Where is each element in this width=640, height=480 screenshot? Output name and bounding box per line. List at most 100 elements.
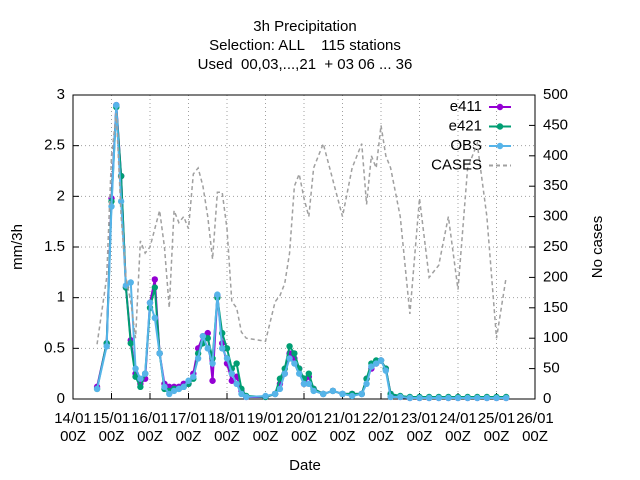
data-point — [190, 373, 197, 380]
y2-tick-label: 450 — [543, 116, 568, 133]
data-point — [137, 375, 144, 382]
data-point — [175, 385, 183, 393]
y-tick-label: 0 — [57, 390, 65, 407]
x-tick-label: 20/01 00Z — [285, 410, 323, 445]
data-point — [372, 360, 380, 367]
legend-marker — [496, 123, 504, 130]
data-point — [199, 332, 207, 340]
data-point — [223, 345, 231, 352]
data-point — [276, 385, 284, 393]
series-line — [96, 113, 507, 345]
data-point — [180, 383, 187, 391]
y2-tick-label: 50 — [543, 360, 560, 377]
data-point — [161, 383, 168, 391]
x-tick-label: 25/01 00Z — [477, 410, 516, 445]
data-point — [209, 377, 216, 384]
x-tick-label: 15/01 00Z — [92, 410, 131, 445]
data-point — [445, 394, 452, 402]
data-point — [233, 360, 240, 367]
data-point — [425, 394, 433, 402]
data-point — [339, 390, 346, 398]
data-point — [276, 375, 284, 382]
data-point — [281, 370, 288, 377]
data-point — [271, 390, 279, 398]
y-tick-label: 3 — [57, 86, 65, 103]
data-point — [204, 345, 211, 352]
data-point — [329, 387, 337, 395]
x-tick-label: 26/01 00Z — [516, 410, 554, 445]
data-point — [406, 394, 414, 402]
data-point — [127, 340, 134, 347]
data-point — [151, 284, 159, 291]
data-point — [156, 350, 163, 357]
data-point — [223, 355, 231, 362]
y2-tick-label: 400 — [543, 147, 568, 164]
data-point — [243, 393, 250, 401]
chart-title: 3h Precipitation — [253, 18, 356, 35]
x-tick-label: 22/01 00Z — [362, 410, 400, 445]
y-tick-label: 0.5 — [44, 339, 65, 356]
x-tick-label: 23/01 00Z — [400, 410, 439, 445]
data-point — [435, 394, 442, 402]
legend-label: e421 — [449, 117, 482, 134]
data-point — [228, 370, 236, 377]
data-point — [320, 390, 327, 398]
data-point — [358, 390, 365, 398]
data-point — [363, 380, 370, 387]
y2-tick-label: 100 — [543, 329, 568, 346]
data-point — [117, 198, 125, 205]
data-point — [483, 394, 491, 402]
data-point — [310, 387, 317, 395]
y-tick-label: 1.5 — [44, 238, 65, 255]
data-point — [141, 370, 149, 377]
data-point — [387, 393, 394, 401]
data-point — [474, 394, 481, 402]
data-point — [262, 392, 269, 400]
data-point — [166, 390, 173, 398]
y2-tick-label: 350 — [543, 177, 568, 194]
y2-tick-label: 250 — [543, 238, 568, 255]
data-point — [185, 377, 192, 384]
chart-subtitle: Used 00,03,...,21 + 03 06 ... 36 — [198, 56, 413, 73]
y2-tick-label: 0 — [543, 390, 551, 407]
y-tick-label: 2.5 — [44, 137, 65, 154]
data-point — [132, 373, 139, 380]
data-point — [214, 291, 221, 298]
data-point — [137, 383, 144, 391]
data-point — [93, 385, 101, 393]
x-tick-label: 24/01 00Z — [439, 410, 477, 445]
data-point — [113, 101, 120, 109]
data-point — [305, 380, 313, 387]
data-point — [286, 355, 293, 362]
y-tick-label: 1 — [57, 289, 65, 306]
y2-tick-label: 150 — [543, 299, 568, 316]
plot-frame — [72, 94, 536, 400]
data-point — [146, 299, 154, 306]
data-point — [204, 329, 211, 337]
data-point — [493, 394, 500, 402]
legend-marker — [496, 142, 504, 150]
data-point — [218, 345, 226, 352]
data-point — [382, 367, 390, 374]
x-tick-label: 18/01 00Z — [208, 410, 246, 445]
data-point — [127, 279, 134, 286]
chart-subtitle: Selection: ALL 115 stations — [209, 37, 401, 54]
data-point — [502, 394, 510, 402]
x-tick-label: 14/01 00Z — [54, 410, 92, 445]
data-point — [204, 335, 211, 342]
legend-label: CASES — [431, 156, 482, 173]
data-point — [233, 380, 240, 387]
data-point — [209, 360, 216, 367]
data-point — [238, 390, 245, 398]
data-point — [397, 393, 404, 401]
x-tick-label: 16/01 00Z — [131, 410, 169, 445]
data-point — [454, 394, 462, 402]
data-point — [295, 370, 303, 377]
data-point — [170, 387, 178, 395]
y-axis-label: mm/3h — [9, 224, 26, 270]
data-point — [194, 355, 202, 362]
data-point — [291, 350, 298, 357]
x-tick-label: 17/01 00Z — [169, 410, 208, 445]
